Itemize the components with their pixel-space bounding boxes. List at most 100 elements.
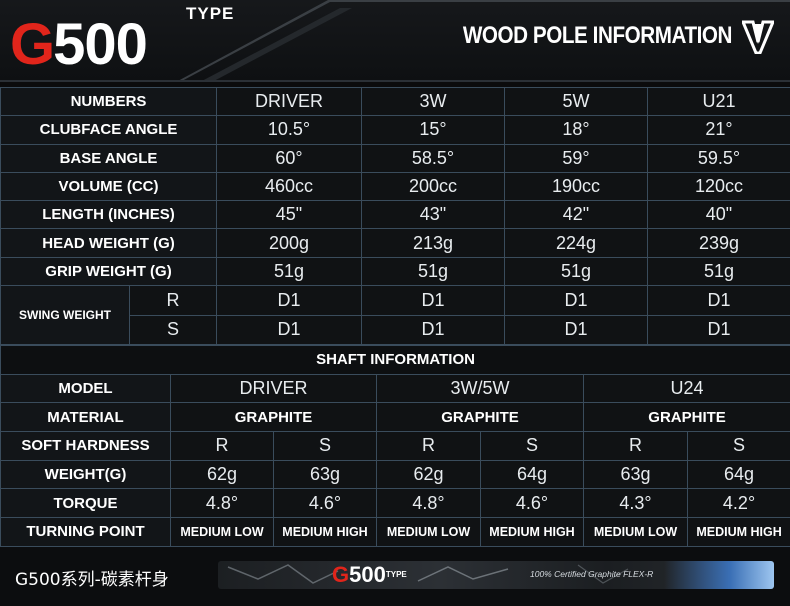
shaft-image: G500TYPE 100% Certified Graphite FLEX-R <box>218 561 774 589</box>
table-cell: MEDIUM HIGH <box>273 517 377 547</box>
table-cell: D1 <box>504 285 648 316</box>
table-row: HEAD WEIGHT (G) 200g 213g 224g 239g <box>0 228 790 258</box>
model-u24: U24 <box>582 373 790 404</box>
row-label: WEIGHT(G) <box>0 459 171 490</box>
column-header-5w: 5W <box>504 86 648 117</box>
table-cell: 51g <box>216 256 362 287</box>
table-cell: R <box>376 431 481 461</box>
row-label: MODEL <box>0 373 171 404</box>
column-header-u21: U21 <box>647 86 790 117</box>
logo-g: G <box>10 12 55 77</box>
table-cell: R <box>583 431 688 461</box>
table-cell: 15° <box>361 115 505 145</box>
shaft-logo: G500TYPE <box>332 563 407 587</box>
table-cell: S <box>273 431 377 461</box>
logo-type-label: TYPE <box>186 4 235 23</box>
table-cell: 4.8° <box>170 488 274 519</box>
table-cell: 460cc <box>216 171 362 202</box>
table-cell: S <box>686 431 790 461</box>
table-cell: S <box>480 431 584 461</box>
model-driver: DRIVER <box>170 373 377 404</box>
row-label: HEAD WEIGHT (G) <box>0 228 217 258</box>
table-cell: 63g <box>583 459 688 490</box>
shaft-logo-g: G <box>332 562 350 587</box>
column-header-numbers: NUMBERS <box>0 86 217 117</box>
table-cell: D1 <box>647 314 790 346</box>
table-row: CLUBFACE ANGLE 10.5° 15° 18° 21° <box>0 115 790 145</box>
row-label: LENGTH (INCHES) <box>0 200 217 230</box>
table-cell: 64g <box>686 459 790 490</box>
table-cell: 4.3° <box>583 488 688 519</box>
row-label: SOFT HARDNESS <box>0 431 171 461</box>
table-cell: 40" <box>647 200 790 230</box>
shaft-texture <box>227 564 629 584</box>
table-cell: 43" <box>361 200 505 230</box>
brand-logo: G 500 <box>10 12 148 77</box>
table-cell: 120cc <box>647 171 790 202</box>
section-title: SHAFT INFORMATION <box>0 345 790 375</box>
table-cell: 63g <box>273 459 377 490</box>
table-row: GRIP WEIGHT (G) 51g 51g 51g 51g <box>0 256 790 287</box>
table-cell: MEDIUM LOW <box>170 517 274 547</box>
table-cell: MEDIUM LOW <box>583 517 688 547</box>
table-cell: R <box>170 431 274 461</box>
table-cell: 4.8° <box>376 488 481 519</box>
footer-banner: G500系列-碳素杆身 G500TYPE 100% Certified Grap… <box>0 547 790 606</box>
row-label: CLUBFACE ANGLE <box>0 115 217 145</box>
logo-number: 500 <box>53 12 148 77</box>
table-cell: D1 <box>647 285 790 316</box>
table-row: S D1 D1 D1 D1 <box>1 314 790 346</box>
table-row: MODEL DRIVER 3W/5W U24 <box>0 373 790 404</box>
table-cell: D1 <box>504 314 648 346</box>
row-label: MATERIAL <box>0 402 171 433</box>
table-cell: 200g <box>216 228 362 258</box>
table-cell: GRAPHITE <box>582 402 790 433</box>
table-cell: GRAPHITE <box>376 402 584 433</box>
shaft-information-table: SHAFT INFORMATION MODEL DRIVER 3W/5W U24… <box>0 345 790 547</box>
table-cell: 60° <box>216 143 362 173</box>
table-cell: D1 <box>361 285 505 316</box>
table-cell: 58.5° <box>361 143 505 173</box>
table-row: TURNING POINT MEDIUM LOW MEDIUM HIGH MED… <box>0 517 790 547</box>
table-cell: D1 <box>361 314 505 346</box>
column-header-3w: 3W <box>361 86 505 117</box>
table-cell: 200cc <box>361 171 505 202</box>
table-row: SOFT HARDNESS R S R S R S <box>0 431 790 461</box>
v-logo-icon <box>742 20 774 54</box>
table-cell: 4.6° <box>273 488 377 519</box>
table-cell: D1 <box>216 314 362 346</box>
model-3w5w: 3W/5W <box>376 373 584 404</box>
row-label: GRIP WEIGHT (G) <box>0 256 217 287</box>
flex-label: R <box>129 285 217 316</box>
shaft-certification-text: 100% Certified Graphite FLEX-R <box>530 569 654 579</box>
table-row: VOLUME (CC) 460cc 200cc 190cc 120cc <box>0 171 790 202</box>
table-cell: 4.6° <box>480 488 584 519</box>
shaft-logo-type: TYPE <box>385 570 407 579</box>
table-cell: GRAPHITE <box>170 402 377 433</box>
table-cell: 51g <box>361 256 505 287</box>
table-header-row: NUMBERS DRIVER 3W 5W U21 <box>0 86 790 117</box>
swing-weight-label: SWING WEIGHT <box>0 285 130 346</box>
table-cell: 213g <box>361 228 505 258</box>
section-title-row: SHAFT INFORMATION <box>0 345 790 375</box>
table-cell: 59.5° <box>647 143 790 173</box>
table-cell: 51g <box>504 256 648 287</box>
row-label: VOLUME (CC) <box>0 171 217 202</box>
table-cell: 4.2° <box>686 488 790 519</box>
table-cell: 239g <box>647 228 790 258</box>
column-header-driver: DRIVER <box>216 86 362 117</box>
table-cell: 18° <box>504 115 648 145</box>
shaft-tip <box>664 561 774 589</box>
table-cell: D1 <box>216 285 362 316</box>
table-cell: 42" <box>504 200 648 230</box>
table-row: MATERIAL GRAPHITE GRAPHITE GRAPHITE <box>0 402 790 433</box>
row-label: TURNING POINT <box>0 517 171 547</box>
row-label: BASE ANGLE <box>0 143 217 173</box>
table-cell: 51g <box>647 256 790 287</box>
shaft-logo-number: 500 <box>349 562 386 587</box>
table-row: WEIGHT(G) 62g 63g 62g 64g 63g 64g <box>0 459 790 490</box>
table-row: TORQUE 4.8° 4.6° 4.8° 4.6° 4.3° 4.2° <box>0 488 790 519</box>
table-cell: 190cc <box>504 171 648 202</box>
table-cell: MEDIUM HIGH <box>686 517 790 547</box>
table-cell: 59° <box>504 143 648 173</box>
